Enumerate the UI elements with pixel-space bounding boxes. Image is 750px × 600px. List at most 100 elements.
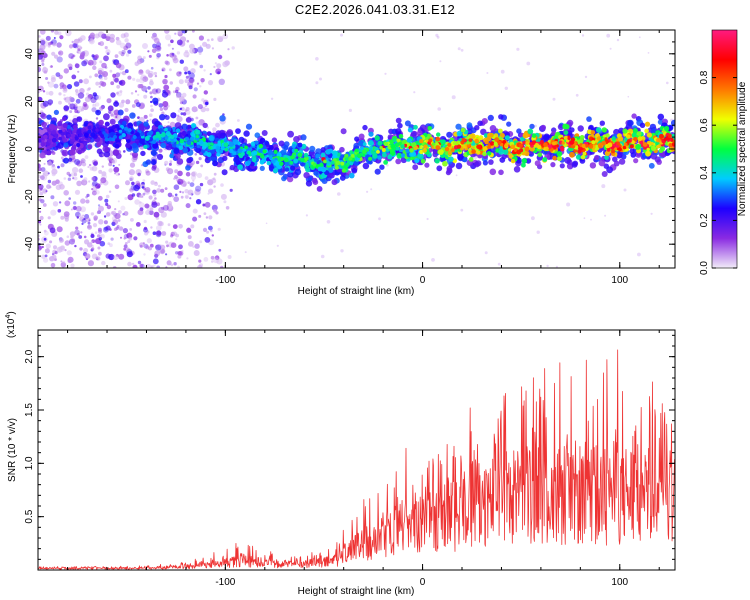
noise-speckle <box>123 150 126 153</box>
ridge-mark <box>377 140 383 146</box>
noise-speckle <box>211 234 214 237</box>
noise-speckle <box>169 121 176 128</box>
noise-speckle <box>192 94 197 99</box>
noise-speckle <box>623 188 627 192</box>
ridge-mark <box>618 136 624 142</box>
ridge-mark <box>616 141 621 146</box>
colorbar-frame <box>711 29 738 269</box>
noise-speckle <box>112 219 119 226</box>
noise-speckle <box>92 103 95 106</box>
noise-speckle <box>155 89 159 93</box>
ridge-mark <box>206 142 211 147</box>
ridge-mark <box>196 141 201 146</box>
ridge-mark <box>41 121 47 128</box>
ridge-mark <box>446 167 453 174</box>
ridge-mark <box>281 175 287 182</box>
ridge-mark <box>176 158 184 165</box>
noise-speckle <box>68 197 71 200</box>
ridge-mark <box>611 136 616 141</box>
noise-speckle <box>104 46 108 50</box>
noise-speckle <box>211 204 218 211</box>
noise-speckle <box>82 102 88 107</box>
noise-speckle <box>65 30 72 37</box>
noise-speckle <box>164 187 168 191</box>
noise-speckle <box>92 92 98 97</box>
ridge-mark <box>154 134 159 139</box>
noise-speckle <box>196 172 203 179</box>
ridge-mark <box>284 167 290 172</box>
noise-speckle <box>83 104 87 108</box>
noise-speckle <box>460 208 464 212</box>
ridge-mark <box>460 140 465 145</box>
ridge-mark <box>362 162 370 170</box>
noise-speckle <box>39 210 42 213</box>
noise-speckle <box>198 35 204 41</box>
noise-speckle <box>179 107 182 111</box>
ridge-mark <box>127 128 132 133</box>
noise-speckle <box>74 63 80 69</box>
noise-speckle <box>64 240 71 246</box>
ridge-mark <box>212 160 218 167</box>
noise-speckle <box>81 162 87 167</box>
noise-speckle <box>105 49 111 55</box>
noise-speckle <box>101 33 107 39</box>
ridge-mark <box>131 151 139 158</box>
noise-speckle <box>231 46 235 50</box>
noise-speckle <box>97 67 104 74</box>
ridge-mark <box>351 167 358 174</box>
ridge-mark <box>79 133 84 138</box>
ridge-mark <box>547 144 553 149</box>
noise-speckle <box>217 54 223 60</box>
ridge-mark <box>301 143 307 149</box>
noise-speckle <box>84 155 89 160</box>
ridge-mark <box>245 123 253 130</box>
ridge-mark <box>580 154 586 160</box>
ridge-mark <box>397 122 403 129</box>
ridge-mark <box>156 153 164 160</box>
noise-speckle <box>175 89 179 94</box>
ridge-mark <box>644 128 649 134</box>
ridge-mark <box>206 131 212 137</box>
ridge-mark <box>383 160 388 165</box>
noise-speckle <box>133 236 138 241</box>
noise-speckle <box>101 62 107 69</box>
ridge-mark <box>578 146 583 151</box>
ridge-mark <box>95 109 101 116</box>
noise-speckle <box>43 70 48 74</box>
ridge-mark <box>585 144 589 148</box>
noise-speckle <box>88 163 92 167</box>
noise-speckle <box>124 69 129 74</box>
noise-speckle <box>170 39 174 44</box>
noise-speckle <box>91 247 95 251</box>
ridge-mark <box>524 146 530 152</box>
ridge-mark <box>374 135 380 141</box>
ridge-mark <box>582 151 587 156</box>
noise-speckle <box>62 260 66 264</box>
noise-speckle <box>189 182 195 188</box>
noise-speckle <box>55 72 61 77</box>
noise-speckle <box>106 98 112 104</box>
noise-speckle <box>42 203 47 207</box>
ridge-mark <box>635 151 642 158</box>
noise-speckle <box>105 194 110 199</box>
noise-speckle <box>179 190 182 193</box>
noise-speckle <box>199 45 202 48</box>
noise-speckle <box>516 47 520 51</box>
noise-speckle <box>188 72 195 79</box>
noise-speckle <box>52 42 57 47</box>
ridge-mark <box>657 113 665 121</box>
ridge-mark <box>556 151 563 157</box>
noise-speckle <box>50 195 55 200</box>
ridge-mark <box>654 156 661 163</box>
noise-speckle <box>184 71 188 75</box>
ridge-mark <box>601 140 607 146</box>
ridge-mark <box>70 133 76 138</box>
ridge-mark <box>508 148 512 152</box>
noise-speckle <box>63 97 67 101</box>
noise-speckle <box>146 238 152 244</box>
noise-speckle <box>53 245 57 250</box>
noise-speckle <box>100 177 107 184</box>
noise-speckle <box>207 38 210 42</box>
noise-speckle <box>97 227 102 232</box>
ridge-mark <box>622 128 628 134</box>
